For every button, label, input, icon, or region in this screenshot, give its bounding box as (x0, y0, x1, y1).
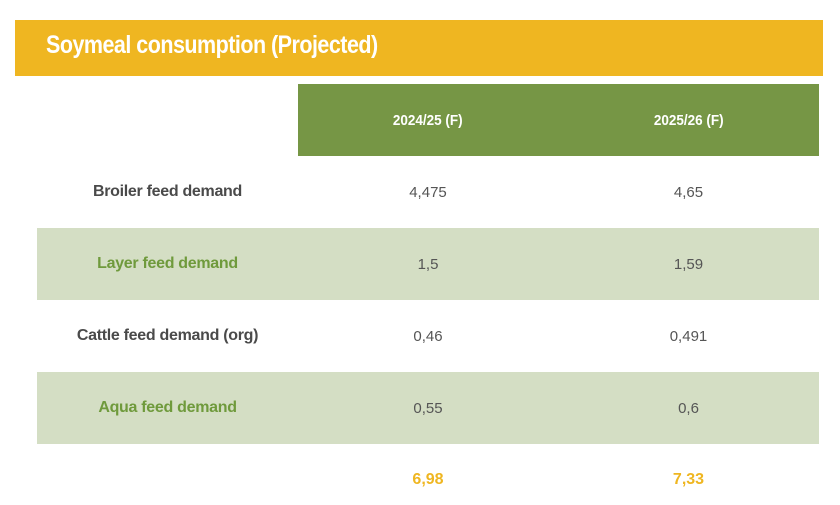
table-header-row: 2024/25 (F) 2025/26 (F) (37, 84, 819, 156)
row-label: Layer feed demand (97, 255, 238, 272)
row-value: 1,59 (673, 255, 704, 273)
total-value: 6,98 (412, 471, 444, 488)
row-label-cell: Layer feed demand (37, 228, 298, 300)
consumption-table: 2024/25 (F) 2025/26 (F) Broiler feed dem… (37, 84, 819, 505)
table-row-layer: Layer feed demand 1,5 1,59 (37, 228, 819, 300)
column-header-label: 2025/26 (F) (653, 111, 724, 129)
row-value: 0,491 (669, 327, 708, 345)
row-value: 4,475 (409, 183, 447, 201)
column-header-2025-26: 2025/26 (F) (558, 84, 819, 156)
column-header-2024-25: 2024/25 (F) (298, 84, 558, 156)
value-cell-2025-26: 0,491 (558, 300, 819, 372)
value-cell-2025-26: 0,6 (558, 372, 819, 444)
row-label-cell (37, 444, 298, 505)
table-row-broiler: Broiler feed demand 4,475 4,65 (37, 156, 819, 228)
value-cell-2024-25: 0,55 (298, 372, 558, 444)
row-value: 4,65 (673, 183, 704, 201)
row-value: 0,46 (413, 327, 443, 345)
total-cell-2024-25: 6,98 (298, 444, 558, 505)
table-row-aqua: Aqua feed demand 0,55 0,6 (37, 372, 819, 444)
value-cell-2024-25: 1,5 (298, 228, 558, 300)
row-label: Cattle feed demand (org) (76, 327, 259, 344)
total-value: 7,33 (672, 471, 705, 488)
page-title: Soymeal consumption (Projected) (46, 31, 378, 59)
row-label-cell: Aqua feed demand (37, 372, 298, 444)
row-label: Broiler feed demand (92, 183, 242, 200)
row-value: 0,6 (678, 399, 699, 417)
column-header-label: 2024/25 (F) (393, 111, 463, 129)
row-label-cell: Broiler feed demand (37, 156, 298, 228)
total-cell-2025-26: 7,33 (558, 444, 819, 505)
table-row-total: 6,98 7,33 (37, 444, 819, 505)
row-label-cell: Cattle feed demand (org) (37, 300, 298, 372)
title-bar: Soymeal consumption (Projected) (15, 20, 823, 76)
row-label: Aqua feed demand (98, 399, 237, 416)
row-value: 0,55 (413, 399, 443, 417)
table-row-cattle: Cattle feed demand (org) 0,46 0,491 (37, 300, 819, 372)
value-cell-2025-26: 4,65 (558, 156, 819, 228)
value-cell-2024-25: 4,475 (298, 156, 558, 228)
row-value: 1,5 (417, 255, 439, 273)
table-header-band: 2024/25 (F) 2025/26 (F) (298, 84, 819, 156)
value-cell-2024-25: 0,46 (298, 300, 558, 372)
value-cell-2025-26: 1,59 (558, 228, 819, 300)
